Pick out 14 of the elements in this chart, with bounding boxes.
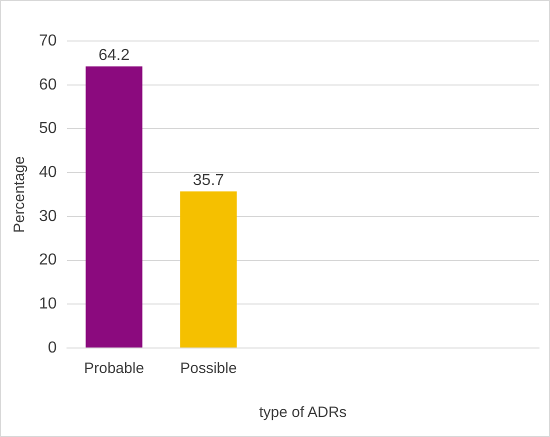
x-tick-label: Possible	[180, 360, 237, 378]
x-axis-title: type of ADRs	[259, 404, 347, 422]
y-axis-title: Percentage	[11, 156, 28, 233]
y-tick-label: 20	[39, 252, 57, 269]
y-tick-label: 40	[39, 164, 57, 181]
y-tick-label: 0	[48, 339, 57, 356]
x-tick-label: Probable	[84, 360, 144, 378]
data-label: 64.2	[98, 46, 130, 64]
data-label: 35.7	[192, 172, 224, 189]
y-tick-label: 10	[39, 296, 57, 313]
y-tick-label: 30	[39, 208, 57, 225]
y-tick-label: 50	[39, 120, 57, 138]
y-tick-label: 70	[39, 32, 57, 50]
y-tick-label: 60	[39, 76, 57, 94]
